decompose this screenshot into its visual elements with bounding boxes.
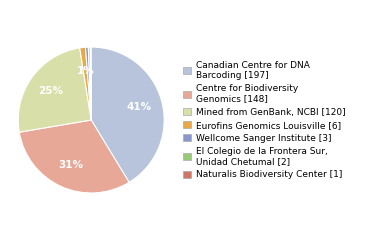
Text: 41%: 41% [127, 102, 152, 112]
Wedge shape [19, 120, 129, 193]
Text: 25%: 25% [38, 86, 63, 96]
Wedge shape [90, 47, 91, 120]
Legend: Canadian Centre for DNA
Barcoding [197], Centre for Biodiversity
Genomics [148],: Canadian Centre for DNA Barcoding [197],… [183, 61, 345, 179]
Wedge shape [86, 47, 91, 120]
Wedge shape [80, 47, 91, 120]
Text: 1%: 1% [76, 66, 94, 76]
Wedge shape [18, 48, 91, 132]
Wedge shape [91, 47, 164, 182]
Text: 31%: 31% [58, 160, 83, 170]
Wedge shape [88, 47, 91, 120]
